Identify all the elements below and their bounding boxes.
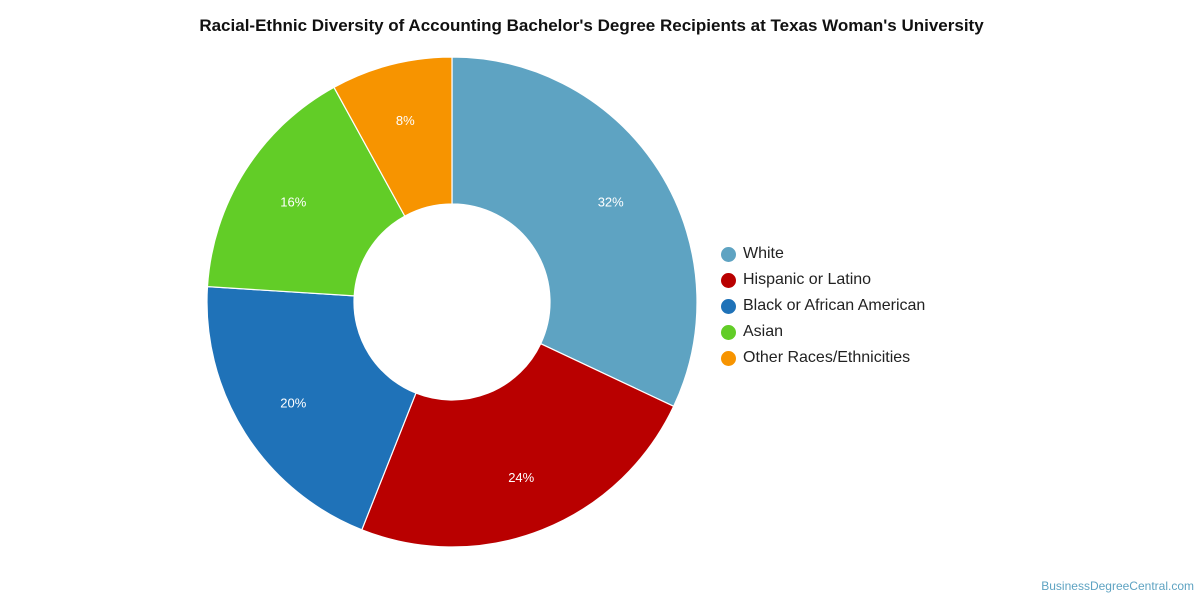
legend-item[interactable]: Hispanic or Latino xyxy=(721,267,925,293)
legend-item[interactable]: Black or African American xyxy=(721,293,925,319)
legend-item[interactable]: Other Races/Ethnicities xyxy=(721,345,925,371)
slice-other-races-ethnicities[interactable] xyxy=(333,56,453,217)
slice-black-or-african-american[interactable] xyxy=(206,285,417,531)
legend-item[interactable]: Asian xyxy=(721,319,925,345)
legend-label: Hispanic or Latino xyxy=(743,271,872,288)
legend-label: Asian xyxy=(743,323,784,340)
source-watermark[interactable]: BusinessDegreeCentral.com xyxy=(1041,579,1194,593)
chart-legend: White Hispanic or Latino Black or African … xyxy=(721,241,925,371)
legend-label: White xyxy=(743,245,784,262)
slice-label: 32% xyxy=(598,194,624,209)
legend-marker xyxy=(721,324,736,340)
slice-asian[interactable] xyxy=(206,86,406,297)
legend-marker xyxy=(721,298,736,314)
slice-hispanic-or-latino[interactable] xyxy=(361,342,675,548)
legend-marker xyxy=(721,272,736,288)
slice-label: 8% xyxy=(396,113,415,128)
chart-title: Racial-Ethnic Diversity of Accounting Ba… xyxy=(199,16,984,35)
slice-label: 24% xyxy=(508,470,534,485)
legend-marker xyxy=(721,350,736,366)
slice-label: 16% xyxy=(280,194,306,209)
legend-label: Black or African American xyxy=(743,297,926,314)
legend-item[interactable]: White xyxy=(721,241,925,267)
slice-label: 20% xyxy=(280,396,306,411)
slice-white[interactable] xyxy=(451,56,698,408)
legend-label: Other Races/Ethnicities xyxy=(743,349,911,366)
legend-marker xyxy=(721,246,736,262)
